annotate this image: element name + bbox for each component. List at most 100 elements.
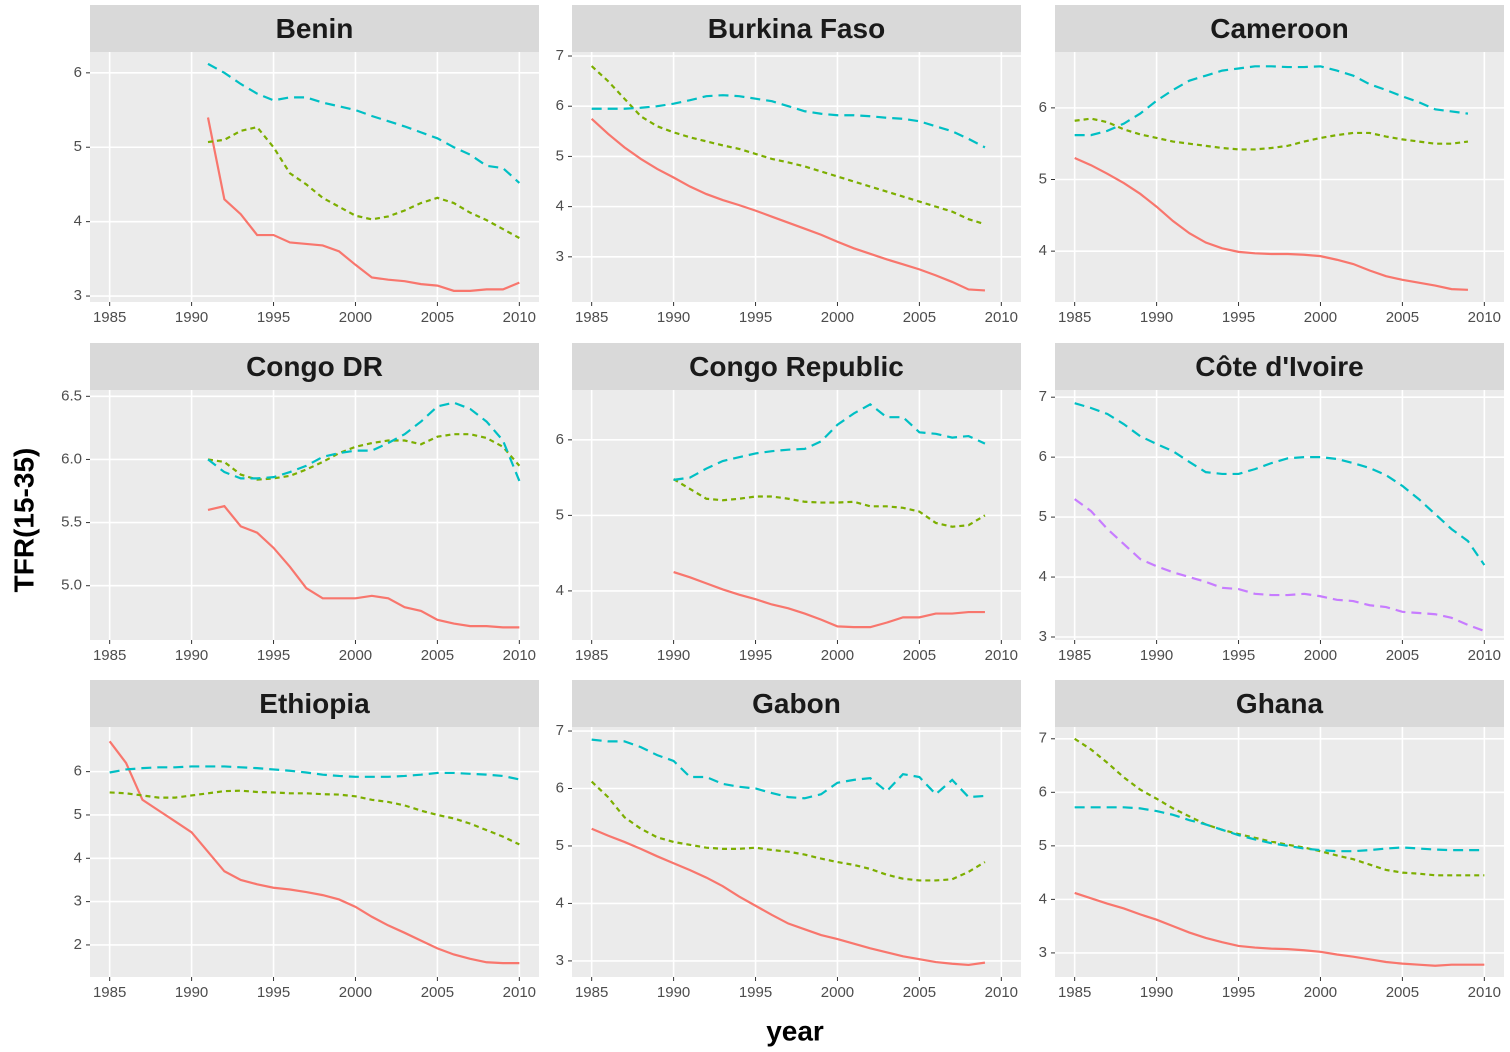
y-tick-label: 4 — [556, 894, 564, 911]
panel: Gabon 3 4 5 6 7 1985 1990 1995 2000 2005 2010 — [556, 680, 1021, 1001]
x-tick-label: 1985 — [1058, 309, 1091, 326]
x-tick-label: 2010 — [1468, 647, 1501, 664]
y-tick-label: 3 — [556, 952, 564, 969]
strip — [90, 5, 539, 52]
data-line — [590, 117, 986, 292]
x-tick-label: 2005 — [1386, 647, 1419, 664]
x-tick-label: 2010 — [1468, 309, 1501, 326]
x-tick-label: 2005 — [421, 984, 454, 1001]
x-tick-label: 2005 — [903, 309, 936, 326]
y-tick-label: 6 — [1039, 783, 1047, 800]
y-tick-label: 4 — [556, 582, 564, 599]
y-tick-label: 4 — [1039, 242, 1047, 259]
x-tick-label: 2000 — [1304, 647, 1337, 664]
data-line — [1074, 117, 1469, 151]
data-line — [1074, 498, 1485, 633]
x-tick-label: 1995 — [1222, 309, 1255, 326]
data-line — [207, 504, 520, 629]
plot-background — [572, 52, 1021, 302]
x-tick-label: 2010 — [503, 309, 536, 326]
x-tick-label: 1985 — [93, 984, 126, 1001]
x-tick-label: 1995 — [257, 647, 290, 664]
data-line — [109, 765, 520, 781]
panel: Congo Republic 4 5 6 1985 1990 1995 2000 2005 201… — [556, 343, 1021, 664]
x-tick-label: 2005 — [1386, 984, 1419, 1001]
y-tick-label: 2 — [74, 936, 82, 953]
x-tick-label: 1995 — [257, 309, 290, 326]
y-tick-label: 3 — [74, 893, 82, 910]
panel-title: Ghana — [1236, 688, 1324, 719]
y-tick-label: 7 — [556, 722, 564, 739]
x-tick-label: 2000 — [1304, 309, 1337, 326]
panel: Côte d'Ivoire 3 4 5 6 7 1985 1990 1995 2000 2005 20… — [1039, 343, 1504, 664]
data-line — [590, 65, 986, 226]
x-tick-label: 2005 — [903, 647, 936, 664]
y-tick-label: 4 — [1039, 568, 1047, 585]
panel-title: Benin — [276, 13, 354, 44]
x-tick-label: 1995 — [1222, 984, 1255, 1001]
y-tick-label: 3 — [1039, 628, 1047, 645]
plot-background — [572, 727, 1021, 977]
data-line — [591, 94, 986, 149]
data-line — [591, 738, 986, 800]
y-tick-label: 5.0 — [61, 577, 82, 594]
x-tick-label: 1985 — [1058, 984, 1091, 1001]
y-tick-label: 4 — [74, 213, 82, 230]
x-tick-label: 2005 — [421, 647, 454, 664]
panel-title: Congo DR — [246, 351, 383, 382]
x-tick-label: 2000 — [339, 647, 372, 664]
x-tick-label: 2005 — [903, 984, 936, 1001]
data-line — [1074, 402, 1486, 566]
data-line — [673, 478, 986, 528]
panel: Ghana 3 4 5 6 7 1985 1990 1995 2000 2005 2010 — [1039, 680, 1504, 1001]
data-line — [673, 570, 985, 629]
y-tick-label: 5 — [1039, 170, 1047, 187]
y-tick-label: 6 — [556, 97, 564, 114]
y-tick-label: 7 — [556, 47, 564, 64]
y-tick-label: 5 — [556, 837, 564, 854]
strip — [572, 680, 1021, 727]
data-line — [207, 433, 521, 481]
x-tick-label: 2000 — [821, 647, 854, 664]
data-line — [590, 780, 986, 882]
x-tick-label: 1990 — [1140, 309, 1173, 326]
strip — [572, 343, 1021, 390]
data-line — [207, 62, 521, 184]
data-line — [207, 125, 520, 239]
x-tick-label: 1985 — [575, 984, 608, 1001]
data-line — [206, 117, 520, 292]
y-tick-label: 5.5 — [61, 514, 82, 531]
x-tick-label: 1985 — [1058, 647, 1091, 664]
data-line — [673, 403, 986, 481]
data-line — [108, 740, 520, 965]
plot-background — [1055, 52, 1504, 302]
x-tick-label: 1990 — [657, 647, 690, 664]
y-tick-label: 7 — [1039, 730, 1047, 747]
y-tick-label: 5 — [556, 147, 564, 164]
panel: Benin 3 4 5 6 1985 1990 1995 2000 2005 2010 — [74, 5, 539, 326]
y-tick-label: 6 — [1039, 448, 1047, 465]
x-tick-label: 1990 — [175, 647, 208, 664]
x-tick-label: 2010 — [985, 647, 1018, 664]
x-tick-label: 1990 — [175, 309, 208, 326]
data-line — [1074, 157, 1468, 291]
x-axis-title: year — [766, 1015, 824, 1046]
x-tick-label: 1985 — [93, 647, 126, 664]
y-tick-label: 6 — [74, 763, 82, 780]
y-tick-label: 5 — [1039, 508, 1047, 525]
y-tick-label: 4 — [556, 198, 564, 215]
x-tick-label: 1990 — [657, 309, 690, 326]
panel-title: Congo Republic — [689, 351, 904, 382]
strip — [1055, 343, 1504, 390]
y-tick-label: 5 — [74, 806, 82, 823]
plot-background — [1055, 727, 1504, 977]
y-tick-label: 7 — [1039, 388, 1047, 405]
data-line — [1074, 806, 1485, 853]
y-tick-label: 4 — [74, 849, 82, 866]
y-tick-label: 6 — [556, 431, 564, 448]
data-line — [207, 401, 521, 482]
x-tick-label: 1995 — [739, 647, 772, 664]
plot-background — [90, 52, 539, 302]
panel-title: Ethiopia — [259, 688, 370, 719]
